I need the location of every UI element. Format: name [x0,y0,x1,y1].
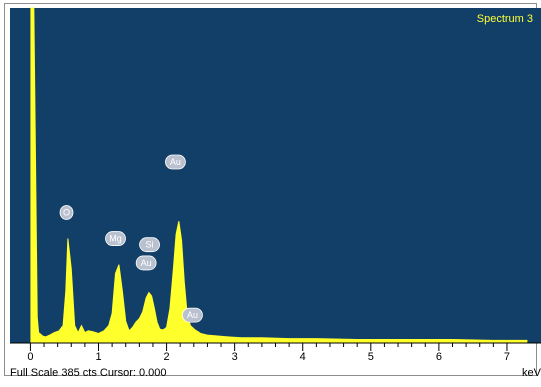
peak-label-6: Au [182,307,203,323]
peak-label-3: Si [139,237,160,253]
x-tick-label-7: 7 [504,351,510,363]
peak-label-badge-6 [182,307,203,323]
peak-label-text-6: Au [187,310,198,320]
x-tick-label-5: 5 [368,351,374,363]
peak-label-text-2: Mg [109,233,122,243]
x-tick-label-6: 6 [436,351,442,363]
status-text: Full Scale 385 cts Cursor: 0.000 [10,367,167,379]
x-tick-label-0: 0 [27,351,33,363]
peak-label-badge-3 [139,237,160,253]
peak-label-badge-2 [105,231,126,246]
peak-label-text-4: Au [141,258,152,268]
peak-label-4: Au [135,255,157,271]
peak-label-badge-1 [59,205,74,220]
peak-label-2: Mg [105,231,126,246]
spectrum-chart: O Mg Si Au Au Au 0 1 2 3 4 5 6 7 Spectrum 3 Full Sca… [10,7,541,379]
plot-area [10,8,541,343]
x-axis-unit: keV [522,367,541,379]
peak-label-badge-4 [135,255,157,271]
x-tick-label-4: 4 [300,351,306,363]
x-tick-label-1: 1 [95,351,101,363]
spectrum-window: O Mg Si Au Au Au 0 1 2 3 4 5 6 7 Spectrum 3 Full Sca… [4,3,541,379]
peak-label-5: Au [165,154,186,170]
peak-label-badge-5 [165,154,186,170]
spectrum-series-line-1 [30,7,528,341]
peak-label-text-5: Au [170,157,181,167]
x-tick-label-3: 3 [232,351,238,363]
peak-label-text-1: O [63,207,70,217]
x-tick-label-2: 2 [164,351,170,363]
peak-label-text-3: Si [146,240,154,250]
peak-label-1: O [59,205,74,220]
spectrum-title: Spectrum 3 [477,13,533,25]
